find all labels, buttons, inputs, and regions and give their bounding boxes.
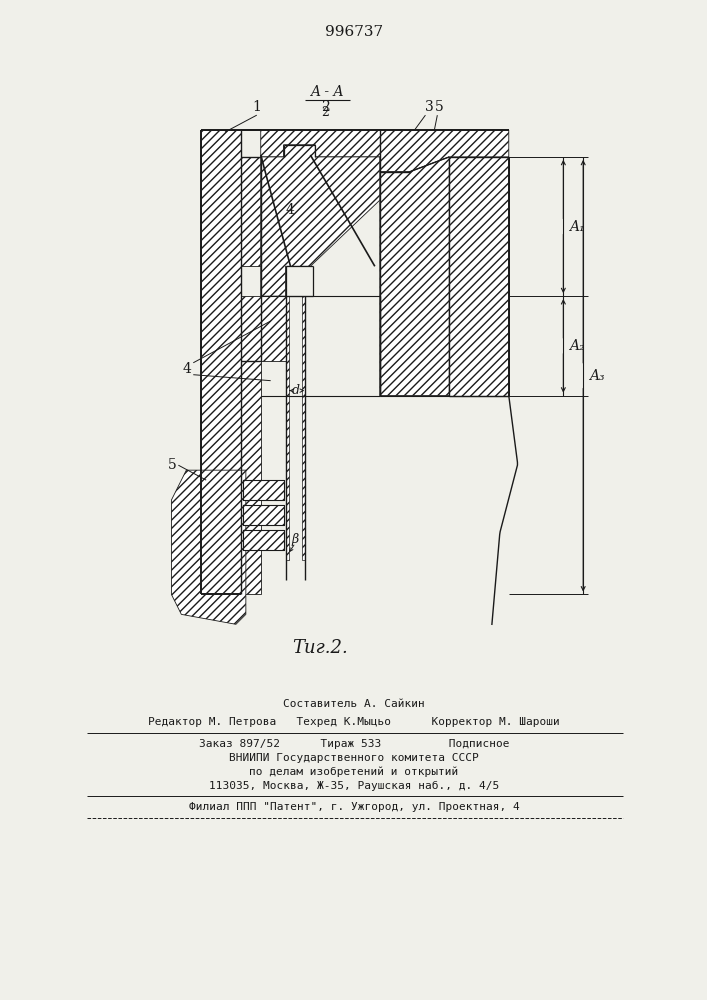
Text: Филиал ППП "Патент", г. Ужгород, ул. Проектная, 4: Филиал ППП "Патент", г. Ужгород, ул. Про… xyxy=(189,802,520,812)
Polygon shape xyxy=(380,157,449,396)
Text: Τиг.2.: Τиг.2. xyxy=(293,639,348,657)
Text: 996737: 996737 xyxy=(325,25,383,39)
Text: A₁: A₁ xyxy=(569,220,585,234)
Text: 4: 4 xyxy=(286,203,295,217)
Text: 5: 5 xyxy=(168,458,177,472)
Polygon shape xyxy=(449,157,509,396)
Text: β: β xyxy=(292,533,299,546)
Polygon shape xyxy=(303,296,305,560)
Polygon shape xyxy=(243,530,284,550)
Text: ВНИИПИ Государственного комитета СССР: ВНИИПИ Государственного комитета СССР xyxy=(229,753,479,763)
Polygon shape xyxy=(286,296,288,560)
Text: 2: 2 xyxy=(321,106,329,119)
Polygon shape xyxy=(243,480,284,500)
Text: 5: 5 xyxy=(435,100,444,114)
Text: Заказ 897/52      Тираж 533          Подписное: Заказ 897/52 Тираж 533 Подписное xyxy=(199,739,509,749)
Text: по делам изобретений и открытий: по делам изобретений и открытий xyxy=(250,767,459,777)
Text: A₂: A₂ xyxy=(569,339,585,353)
Text: A₃: A₃ xyxy=(589,369,604,383)
Polygon shape xyxy=(261,145,409,296)
Text: 4: 4 xyxy=(182,362,192,376)
Text: 2: 2 xyxy=(321,100,329,114)
Text: 113035, Москва, Ж-35, Раушская наб., д. 4/5: 113035, Москва, Ж-35, Раушская наб., д. … xyxy=(209,780,499,791)
Polygon shape xyxy=(171,470,246,624)
Polygon shape xyxy=(201,480,241,594)
Polygon shape xyxy=(201,130,261,594)
Text: A - A: A - A xyxy=(310,85,344,99)
Text: 1: 1 xyxy=(252,100,261,114)
Polygon shape xyxy=(241,130,509,172)
Text: d: d xyxy=(291,384,300,397)
Polygon shape xyxy=(241,361,261,594)
Text: Редактор М. Петрова   Техред К.Мыцьо      Корректор М. Шароши: Редактор М. Петрова Техред К.Мыцьо Корре… xyxy=(148,717,560,727)
Text: Составитель А. Сайкин: Составитель А. Сайкин xyxy=(283,699,425,709)
Text: 3: 3 xyxy=(425,100,434,114)
Polygon shape xyxy=(261,296,286,361)
Polygon shape xyxy=(243,505,284,525)
